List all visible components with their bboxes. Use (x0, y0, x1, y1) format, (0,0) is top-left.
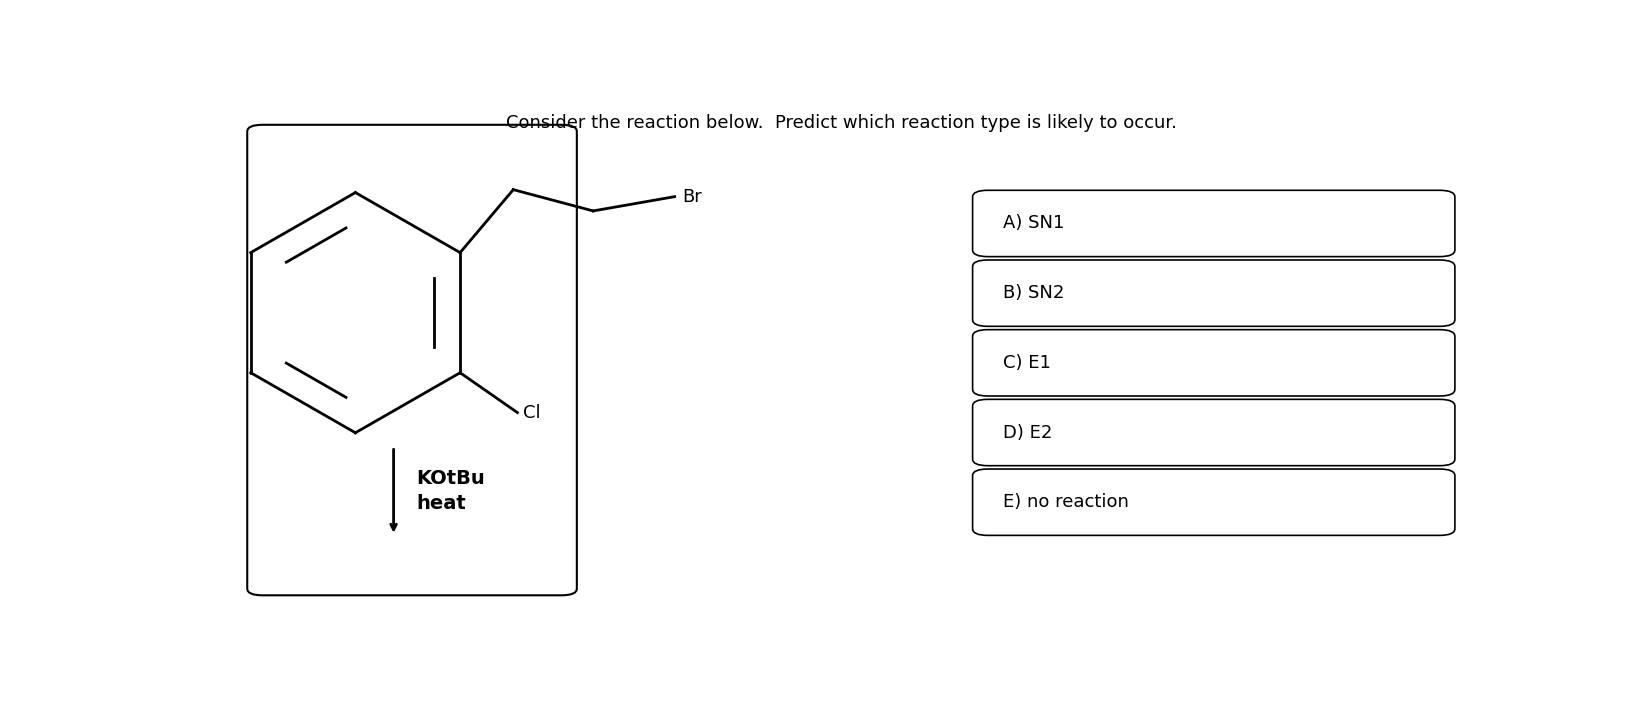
FancyBboxPatch shape (972, 190, 1455, 256)
Text: Consider the reaction below.  Predict which reaction type is likely to occur.: Consider the reaction below. Predict whi… (506, 114, 1177, 132)
Text: heat: heat (417, 494, 466, 513)
FancyBboxPatch shape (972, 329, 1455, 396)
Text: Cl: Cl (522, 403, 540, 421)
Text: D) E2: D) E2 (1003, 424, 1053, 442)
Text: Br: Br (683, 188, 703, 206)
Text: E) no reaction: E) no reaction (1003, 493, 1130, 511)
Text: KOtBu: KOtBu (417, 469, 486, 488)
Text: B) SN2: B) SN2 (1003, 284, 1064, 302)
Text: A) SN1: A) SN1 (1003, 214, 1064, 232)
FancyBboxPatch shape (972, 260, 1455, 327)
Text: C) E1: C) E1 (1003, 354, 1051, 372)
FancyBboxPatch shape (248, 125, 576, 595)
FancyBboxPatch shape (972, 469, 1455, 535)
FancyBboxPatch shape (972, 400, 1455, 466)
